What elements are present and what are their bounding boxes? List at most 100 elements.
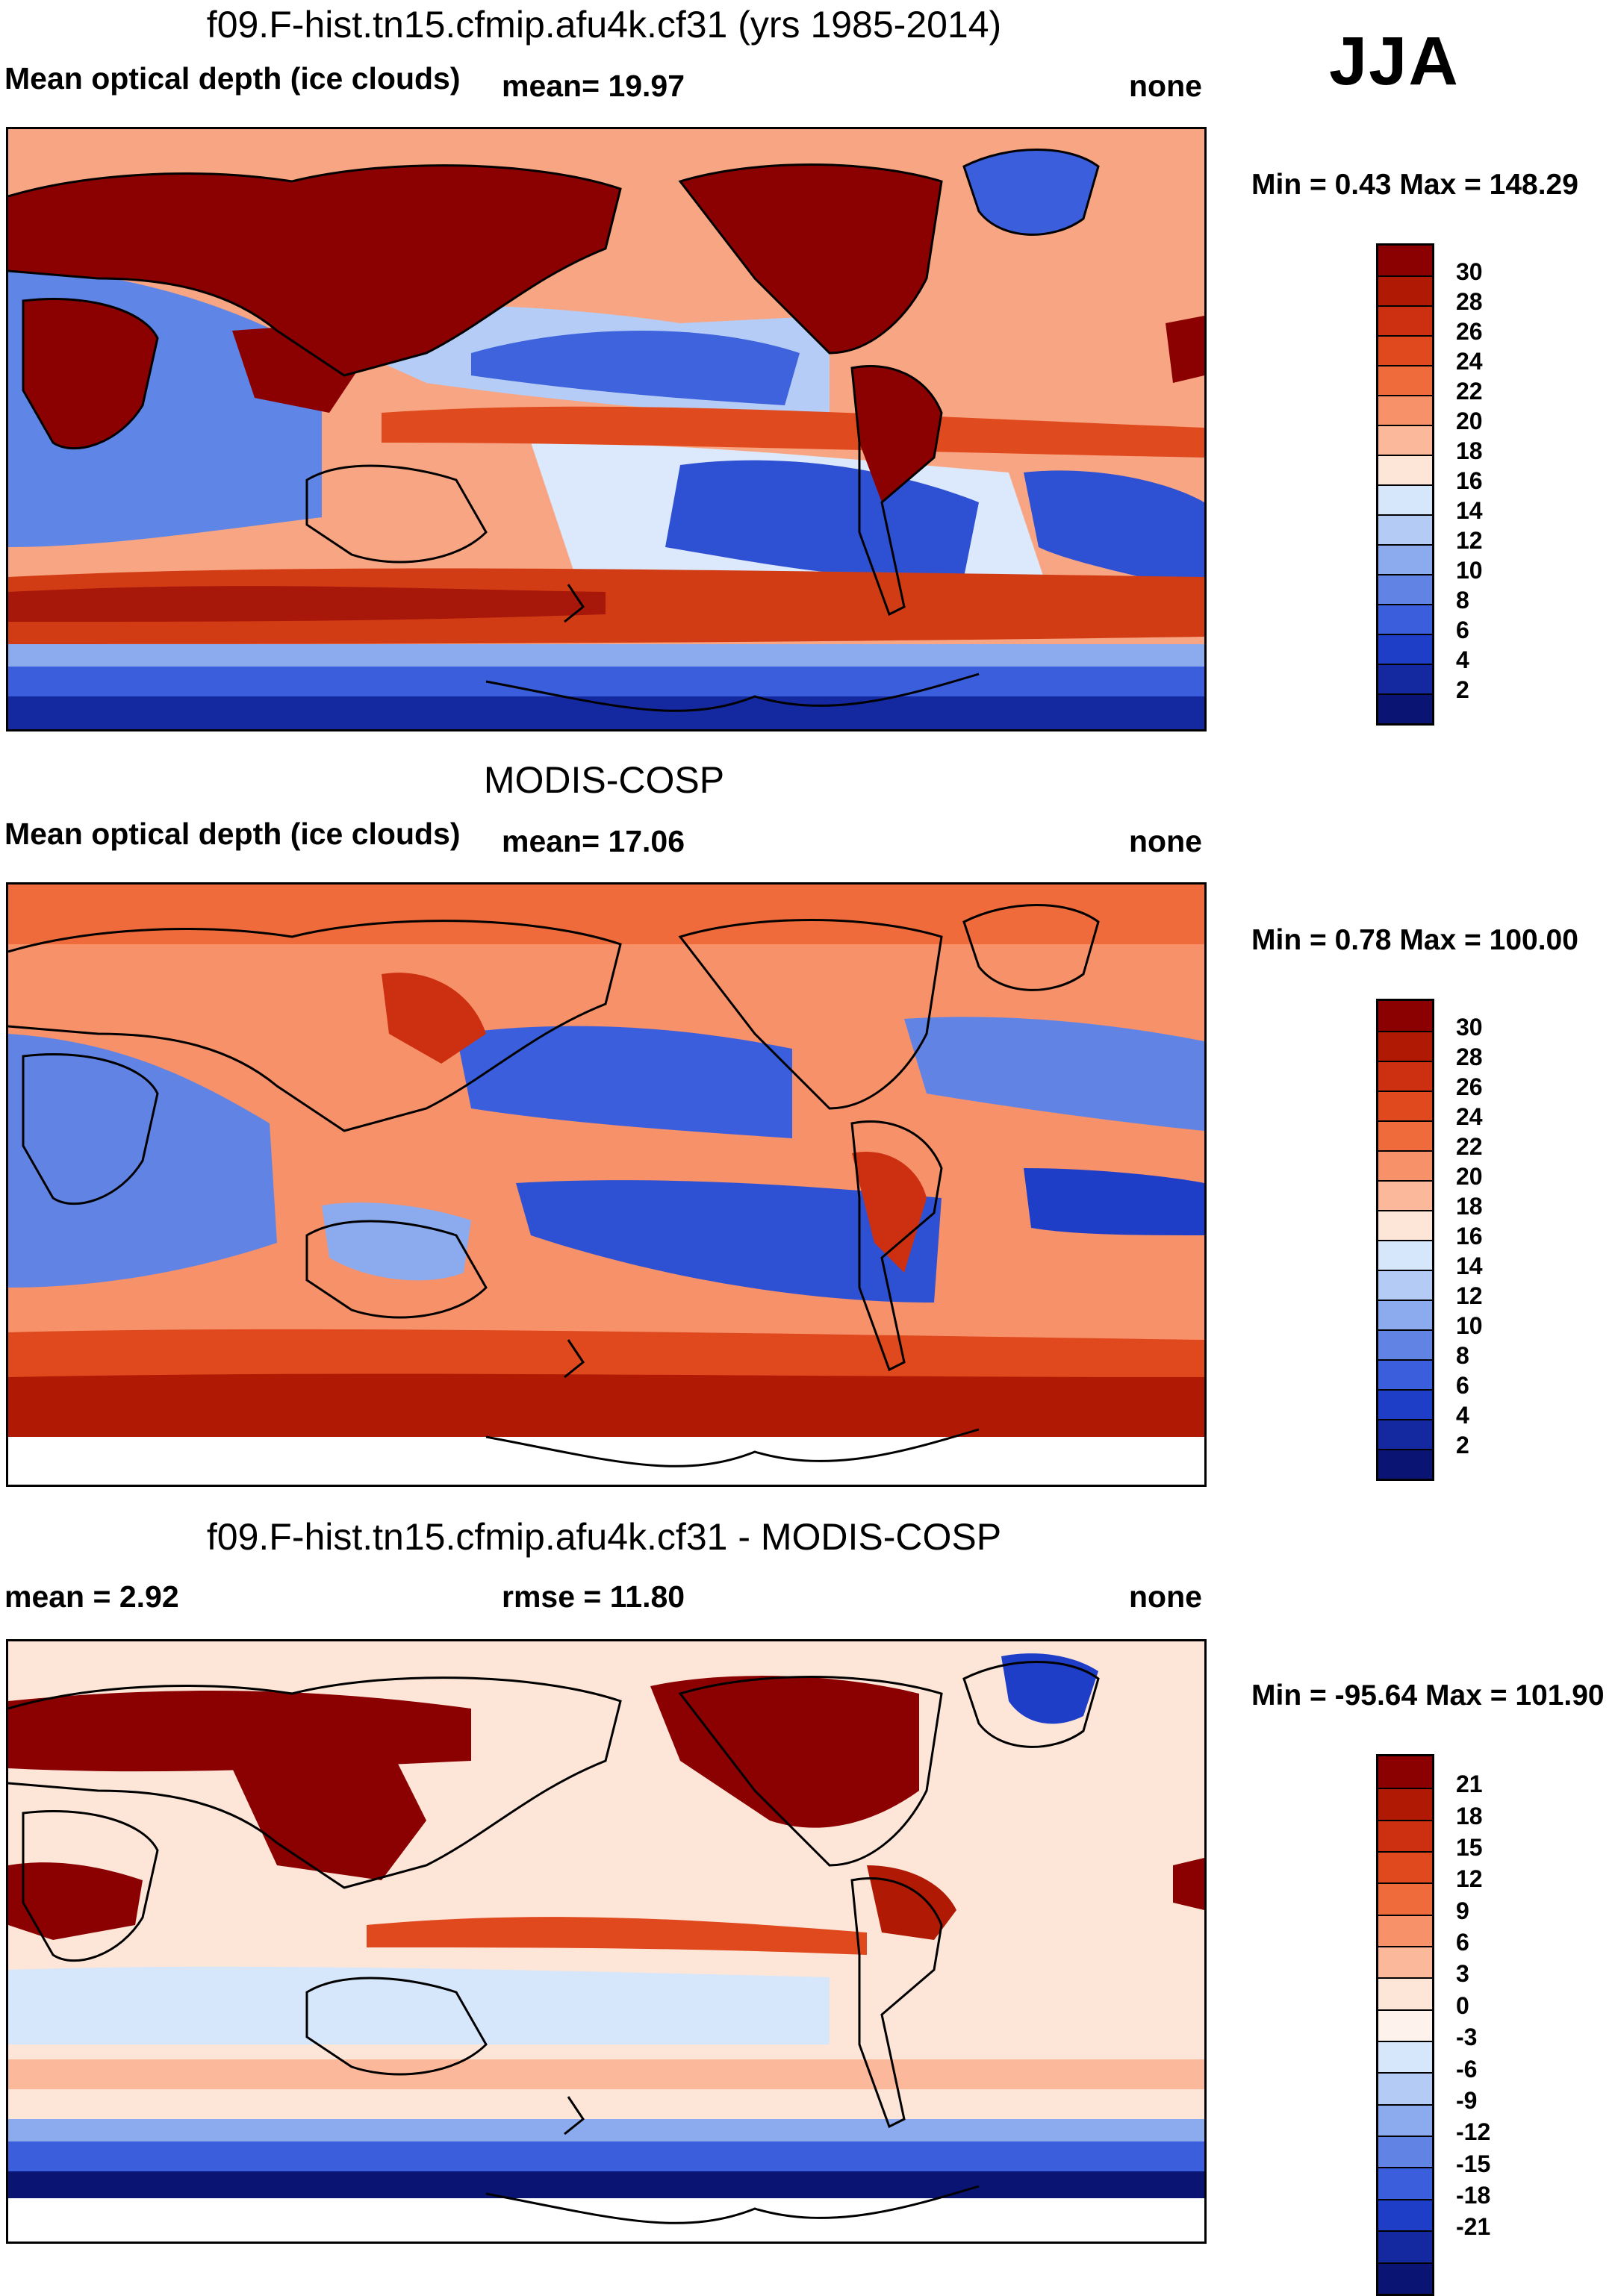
colorbar-segment [1378, 2262, 1432, 2294]
colorbar-tick-label: 9 [1456, 1897, 1469, 1924]
season-label: JJA [1329, 23, 1460, 99]
colorbar-segment [1378, 1031, 1432, 1061]
colorbar-segment [1378, 664, 1432, 693]
colorbar-tick-label: 3 [1456, 1960, 1469, 1988]
colorbar-segment [1378, 574, 1432, 604]
colorbar-tick-label: 0 [1456, 1991, 1469, 2019]
colorbar-segment [1378, 1449, 1432, 1479]
panel-3-rmse: rmse = 11.80 [502, 1579, 685, 1614]
colorbar-tick-label: 2 [1456, 676, 1469, 703]
colorbar-segment [1378, 604, 1432, 634]
colorbar-tick-label: -18 [1456, 2181, 1491, 2209]
colorbar-tick-label: 8 [1456, 587, 1469, 614]
colorbar-segment [1378, 246, 1432, 275]
colorbar-tick-label: 16 [1456, 1223, 1483, 1250]
colorbar-tick-label: 16 [1456, 467, 1483, 494]
colorbar-segment [1378, 1977, 1432, 2009]
colorbar-tick-label: 24 [1456, 1103, 1483, 1130]
colorbar-tick-label: 10 [1456, 1312, 1483, 1339]
colorbar-tick-label: 8 [1456, 1342, 1469, 1369]
colorbar-tick-label: 6 [1456, 1929, 1469, 1956]
colorbar-segment [1378, 1851, 1432, 1883]
colorbar-tick-label: 4 [1456, 1402, 1469, 1429]
colorbar-tick-label: 6 [1456, 617, 1469, 643]
colorbar-tick-label: 10 [1456, 557, 1483, 584]
colorbar-segment [1378, 693, 1432, 723]
panel-1-minmax: Min = 0.43 Max = 148.29 [1251, 169, 1578, 201]
colorbar-segment [1378, 484, 1432, 514]
colorbar-segment [1378, 365, 1432, 395]
colorbar-tick-label: 21 [1456, 1771, 1483, 1798]
colorbar-tick-label: 28 [1456, 288, 1483, 315]
colorbar-tick-label: -12 [1456, 2118, 1491, 2146]
colorbar-segment [1378, 2041, 1432, 2073]
panel-3-map [6, 1639, 1207, 2244]
colorbar-segment [1378, 455, 1432, 484]
colorbar-segment [1378, 2198, 1432, 2231]
colorbar-tick-label: 26 [1456, 318, 1483, 345]
colorbar-segment [1378, 1150, 1432, 1180]
colorbar-segment [1378, 2009, 1432, 2041]
colorbar-segment [1378, 1180, 1432, 1210]
colorbar-tick-label: 12 [1456, 527, 1483, 554]
colorbar-segment [1378, 1359, 1432, 1389]
colorbar-segment [1378, 1819, 1432, 1852]
panel-1-title: f09.F-hist.tn15.cfmip.afu4k.cf31 (yrs 19… [206, 4, 1002, 46]
panel-3-colorbar [1376, 1754, 1434, 2296]
colorbar-tick-label: 4 [1456, 646, 1469, 673]
colorbar-segment [1378, 1914, 1432, 1947]
colorbar-tick-label: 18 [1456, 437, 1483, 464]
colorbar-segment [1378, 425, 1432, 455]
colorbar-segment [1378, 1329, 1432, 1359]
panel-2-map [6, 882, 1207, 1487]
colorbar-tick-label: 20 [1456, 1163, 1483, 1190]
colorbar-tick-label: -3 [1456, 2024, 1478, 2051]
colorbar-segment [1378, 395, 1432, 425]
panel-1-colorbar [1376, 243, 1434, 726]
panel-2-minmax: Min = 0.78 Max = 100.00 [1251, 924, 1578, 956]
colorbar-tick-label: 14 [1456, 1252, 1483, 1279]
colorbar-segment [1378, 544, 1432, 574]
colorbar-tick-label: 30 [1456, 258, 1483, 285]
colorbar-tick-label: 22 [1456, 378, 1483, 405]
colorbar-segment [1378, 1210, 1432, 1240]
colorbar-tick-label: 20 [1456, 408, 1483, 434]
colorbar-segment [1378, 1061, 1432, 1091]
colorbar-tick-label: 6 [1456, 1372, 1469, 1399]
panel-3-mean: mean = 2.92 [4, 1579, 179, 1614]
panel-3-title: f09.F-hist.tn15.cfmip.afu4k.cf31 - MODIS… [206, 1516, 1002, 1558]
panel-3-minmax: Min = -95.64 Max = 101.90 [1251, 1679, 1605, 1712]
colorbar-tick-label: 22 [1456, 1133, 1483, 1160]
colorbar-tick-label: 14 [1456, 497, 1483, 524]
colorbar-segment [1378, 275, 1432, 305]
colorbar-tick-label: 2 [1456, 1432, 1469, 1459]
panel-1-map [6, 127, 1207, 731]
colorbar-segment [1378, 1001, 1432, 1031]
panel-2-units: none [1129, 824, 1202, 858]
colorbar-segment [1378, 2167, 1432, 2199]
colorbar-segment [1378, 1120, 1432, 1150]
colorbar-segment [1378, 1300, 1432, 1329]
panel-2-title: MODIS-COSP [483, 759, 725, 801]
colorbar-tick-label: -6 [1456, 2055, 1478, 2083]
colorbar-tick-label: 28 [1456, 1044, 1483, 1070]
colorbar-tick-label: 18 [1456, 1193, 1483, 1220]
colorbar-tick-label: -9 [1456, 2086, 1478, 2114]
panel-1-variable-label: Mean optical depth (ice clouds) [4, 61, 461, 96]
colorbar-tick-label: -21 [1456, 2213, 1491, 2241]
colorbar-segment [1378, 1756, 1432, 1788]
colorbar-segment [1378, 2136, 1432, 2168]
colorbar-tick-label: 12 [1456, 1865, 1483, 1893]
colorbar-tick-label: 12 [1456, 1282, 1483, 1309]
colorbar-segment [1378, 1270, 1432, 1300]
colorbar-segment [1378, 634, 1432, 664]
panel-3-units: none [1129, 1579, 1202, 1614]
colorbar-segment [1378, 1389, 1432, 1419]
colorbar-segment [1378, 1882, 1432, 1915]
colorbar-tick-label: -15 [1456, 2150, 1491, 2177]
panel-2-colorbar [1376, 999, 1434, 1481]
colorbar-segment [1378, 1788, 1432, 1820]
colorbar-segment [1378, 2230, 1432, 2262]
colorbar-tick-label: 18 [1456, 1802, 1483, 1829]
panel-1-mean: mean= 19.97 [502, 69, 685, 103]
